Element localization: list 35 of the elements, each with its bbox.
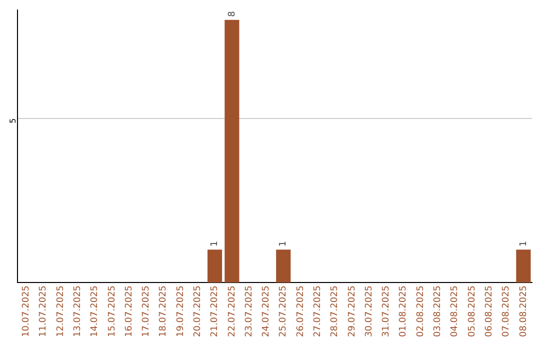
x-tick-label: 06.08.2025	[484, 285, 494, 337]
x-tick-label: 08.08.2025	[518, 285, 529, 337]
x-tick-label: 05.08.2025	[467, 285, 478, 337]
x-tick-label: 17.07.2025	[142, 285, 152, 337]
x-tick-label: 07.08.2025	[502, 285, 512, 337]
x-tick-label: 23.07.2025	[244, 285, 254, 337]
x-tick-label: 10.07.2025	[22, 285, 32, 337]
data-label: 1	[278, 240, 289, 247]
x-tick-label: 16.07.2025	[124, 285, 134, 337]
x-tick-label: 14.07.2025	[90, 285, 100, 337]
x-tick-label: 22.07.2025	[227, 285, 238, 337]
x-tick-label: 18.07.2025	[158, 285, 169, 337]
x-tick-label: 02.08.2025	[416, 285, 426, 337]
x-tick-label: 04.08.2025	[450, 285, 460, 337]
x-tick-label: 24.07.2025	[262, 285, 272, 337]
data-label: 1	[518, 240, 529, 247]
x-tick-label: 20.07.2025	[192, 285, 203, 337]
x-tick-label: 26.07.2025	[296, 285, 306, 337]
x-tick-label: 28.07.2025	[330, 285, 340, 337]
x-tick-label: 25.07.2025	[278, 285, 289, 337]
x-tick-label: 29.07.2025	[347, 285, 358, 337]
x-tick-label: 31.07.2025	[382, 285, 392, 337]
x-tick-label: 03.08.2025	[433, 285, 444, 337]
x-tick-label: 13.07.2025	[72, 285, 83, 337]
x-tick-label: 21.07.2025	[210, 285, 220, 337]
x-tick-label: 01.08.2025	[398, 285, 409, 337]
x-tick-label: 12.07.2025	[56, 285, 66, 337]
x-tick-label: 15.07.2025	[107, 285, 118, 337]
x-tick-label: 11.07.2025	[38, 285, 49, 337]
data-label: 1	[210, 240, 220, 247]
data-label: 8	[227, 10, 238, 17]
x-tick-label: 27.07.2025	[313, 285, 324, 337]
x-tick-label: 30.07.2025	[364, 285, 374, 337]
x-tick-label: 19.07.2025	[176, 285, 186, 337]
y-tick-label: 5	[8, 118, 18, 124]
